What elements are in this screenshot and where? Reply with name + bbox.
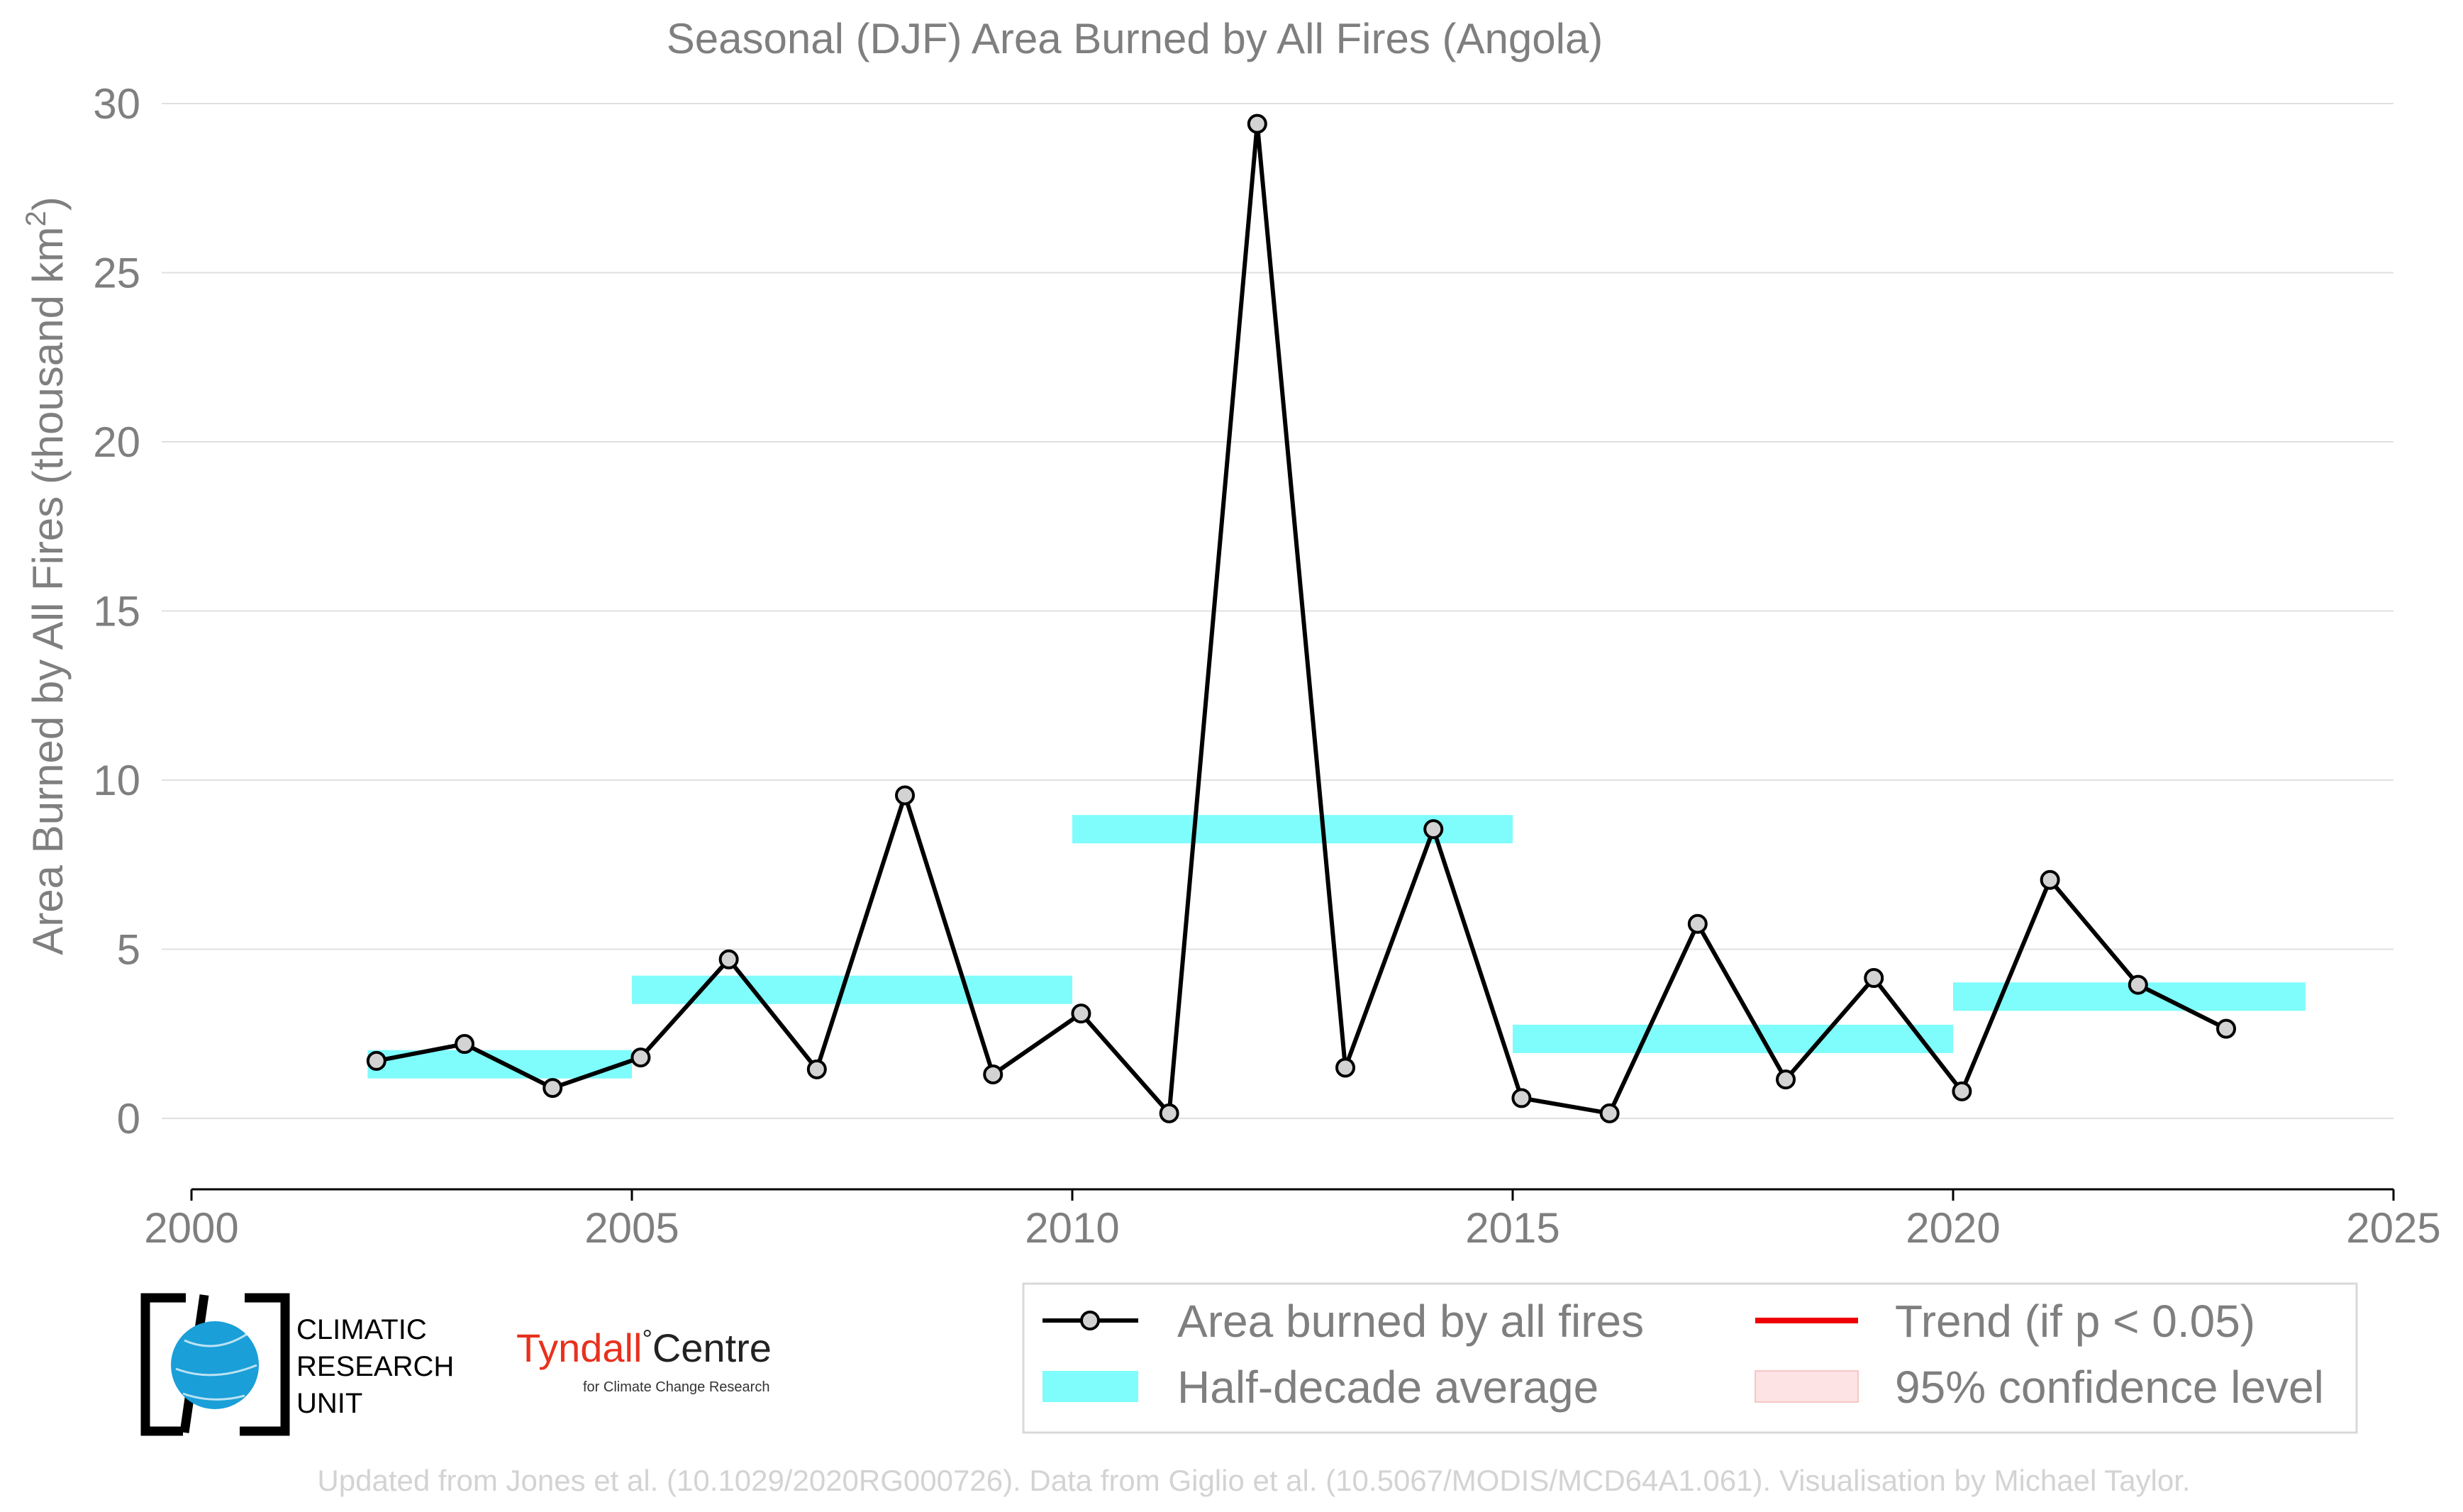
data-point-19 bbox=[2040, 869, 2060, 890]
series-line-0 bbox=[376, 121, 2228, 1116]
data-point-9 bbox=[1159, 1103, 1179, 1123]
data-point-5 bbox=[806, 1059, 827, 1079]
data-point-6 bbox=[895, 785, 916, 806]
area-burned-series bbox=[366, 113, 2237, 1123]
x-tick-label-2000: 2000 bbox=[144, 1204, 238, 1252]
legend-swatch-confidence bbox=[1755, 1370, 1859, 1403]
legend-swatch-area-burned-marker bbox=[1080, 1311, 1100, 1330]
tyndall-centre-text: Centre bbox=[652, 1325, 772, 1370]
y-tick-label-20: 20 bbox=[93, 418, 140, 466]
data-point-18 bbox=[1952, 1081, 1972, 1101]
x-axis-ticks: 2000 2005 2010 2015 2020 2025 bbox=[144, 1189, 2441, 1252]
footnote: Updated from Jones et al. (10.1029/2020R… bbox=[317, 1464, 2190, 1497]
chart-title: Seasonal (DJF) Area Burned by All Fires … bbox=[667, 15, 1603, 62]
data-point-2 bbox=[543, 1078, 563, 1099]
cru-logo: CLIMATIC RESEARCH UNIT bbox=[140, 1293, 454, 1436]
y-tick-label-5: 5 bbox=[117, 926, 140, 974]
tyndall-wordmark: Tyndall°Centre bbox=[516, 1324, 772, 1370]
tyndall-logo: Tyndall°Centre for Climate Change Resear… bbox=[516, 1324, 772, 1395]
x-tick-label-2025: 2025 bbox=[2346, 1204, 2440, 1252]
y-axis-label: Area Burned by All Fires (thousand km2) bbox=[21, 196, 72, 955]
legend-swatch-half-decade bbox=[1043, 1371, 1138, 1402]
data-point-4 bbox=[718, 949, 739, 969]
y-tick-label-0: 0 bbox=[117, 1095, 140, 1143]
x-tick-label-2020: 2020 bbox=[1906, 1204, 2000, 1252]
data-point-7 bbox=[983, 1064, 1003, 1084]
data-point-11 bbox=[1335, 1057, 1356, 1078]
legend-label-half-decade: Half-decade average bbox=[1177, 1362, 1599, 1413]
data-point-15 bbox=[1687, 913, 1708, 934]
y-tick-label-10: 10 bbox=[93, 757, 140, 804]
x-tick-label-2005: 2005 bbox=[584, 1204, 679, 1252]
y-axis-label-end: ) bbox=[24, 196, 72, 211]
cru-text-line3: UNIT bbox=[296, 1388, 362, 1419]
legend-label-confidence: 95% confidence level bbox=[1895, 1362, 2324, 1413]
data-point-3 bbox=[630, 1047, 651, 1068]
data-point-20 bbox=[2128, 974, 2148, 995]
data-point-10 bbox=[1247, 113, 1267, 134]
y-tick-label-15: 15 bbox=[93, 588, 140, 635]
tyndall-degree: ° bbox=[642, 1324, 652, 1353]
legend-label-trend: Trend (if p < 0.05) bbox=[1895, 1296, 2255, 1347]
half-decade-band-1 bbox=[632, 975, 1072, 1004]
legend-label-area-burned: Area burned by all fires bbox=[1177, 1296, 1644, 1347]
data-point-13 bbox=[1511, 1088, 1532, 1108]
cru-text-line2: RESEARCH bbox=[296, 1351, 454, 1382]
tyndall-main-text: Tyndall bbox=[516, 1325, 642, 1370]
half-decade-average-bands bbox=[367, 815, 2306, 1079]
data-point-0 bbox=[366, 1050, 387, 1071]
legend-box bbox=[1022, 1282, 2358, 1434]
data-point-17 bbox=[1864, 968, 1884, 989]
y-axis-label-superscript: 2 bbox=[21, 211, 52, 226]
data-point-16 bbox=[1776, 1069, 1796, 1090]
cru-text-line1: CLIMATIC bbox=[296, 1314, 427, 1345]
globe-meridian-icon bbox=[175, 1332, 257, 1401]
y-axis-label-main: Area Burned by All Fires (thousand km bbox=[24, 227, 72, 955]
x-tick-label-2015: 2015 bbox=[1465, 1204, 1559, 1252]
cru-logo-frame bbox=[140, 1293, 290, 1436]
y-tick-label-30: 30 bbox=[93, 80, 140, 128]
y-tick-label-25: 25 bbox=[93, 250, 140, 297]
data-point-8 bbox=[1071, 1004, 1091, 1024]
half-decade-band-3 bbox=[1513, 1024, 1953, 1053]
legend: Area burned by all fires Trend (if p < 0… bbox=[1022, 1282, 2358, 1434]
data-point-14 bbox=[1599, 1103, 1620, 1123]
gridlines bbox=[162, 103, 2393, 1119]
data-point-1 bbox=[455, 1034, 475, 1055]
x-tick-label-2010: 2010 bbox=[1025, 1204, 1119, 1252]
y-tick-labels: 0 5 10 15 20 25 30 bbox=[93, 80, 140, 1143]
tyndall-subtitle: for Climate Change Research bbox=[583, 1379, 769, 1395]
data-point-21 bbox=[2216, 1018, 2237, 1039]
half-decade-band-2 bbox=[1072, 815, 1513, 844]
data-point-12 bbox=[1423, 819, 1444, 840]
